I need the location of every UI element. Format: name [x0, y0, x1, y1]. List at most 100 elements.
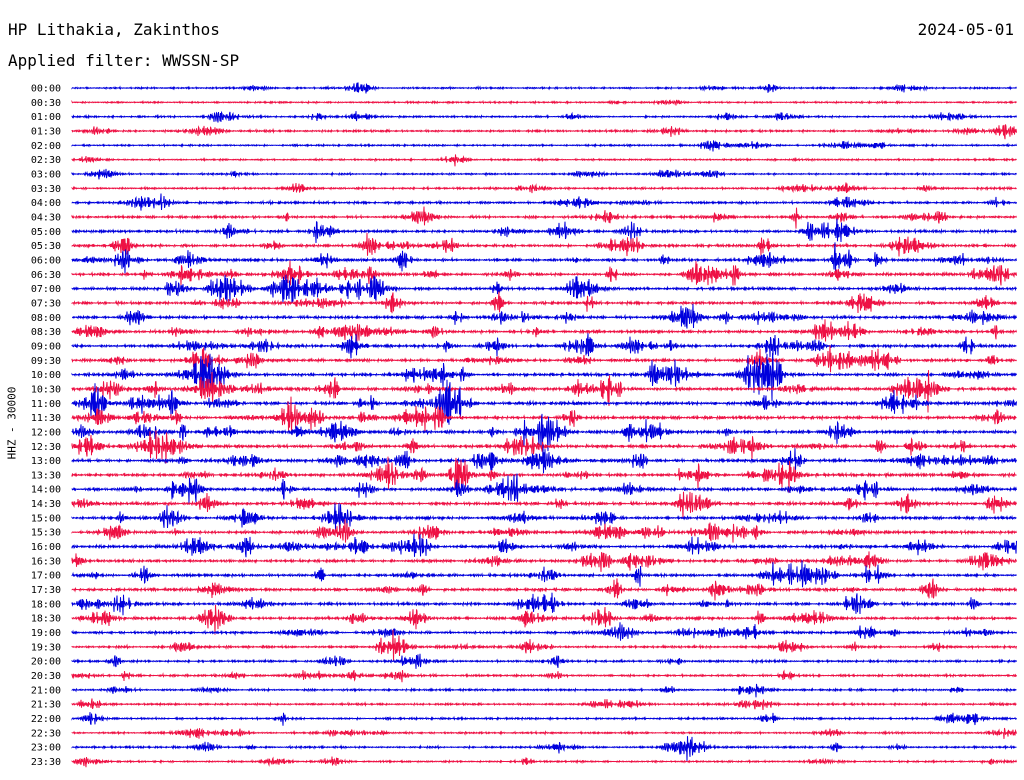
tick-label: 03:00	[31, 169, 61, 180]
trace-line	[71, 168, 1017, 180]
trace-line	[71, 698, 1017, 711]
trace-line	[71, 379, 1017, 425]
tick-label: 20:30	[31, 671, 61, 682]
station-title: HP Lithakia, Zakinthos	[8, 20, 220, 39]
trace-line	[71, 736, 1017, 762]
tick-label: 12:00	[31, 427, 61, 438]
tick-label: 08:30	[31, 327, 61, 338]
trace-line	[71, 727, 1017, 739]
tick-label: 22:30	[31, 728, 61, 739]
tick-label: 11:30	[31, 413, 61, 424]
tick-label: 00:00	[31, 84, 61, 95]
trace-line	[71, 629, 1017, 661]
trace-line	[71, 218, 1017, 244]
tick-label: 21:00	[31, 685, 61, 696]
tick-label: 03:30	[31, 184, 61, 195]
trace-line	[71, 533, 1017, 558]
trace-line	[71, 653, 1017, 669]
trace-line	[71, 193, 1017, 211]
tick-label: 17:30	[31, 585, 61, 596]
trace-line	[71, 578, 1017, 601]
trace-line	[71, 712, 1017, 726]
tick-label: 17:00	[31, 571, 61, 582]
tick-label: 01:00	[31, 112, 61, 123]
trace-line	[71, 242, 1017, 275]
tick-label: 18:00	[31, 599, 61, 610]
tick-label: 12:30	[31, 442, 61, 453]
trace-line	[71, 592, 1017, 616]
trace-line	[71, 82, 1017, 94]
trace-line	[71, 560, 1017, 588]
trace-line	[71, 491, 1017, 519]
trace-line	[71, 604, 1017, 635]
trace-line	[71, 345, 1017, 377]
trace-line	[71, 456, 1017, 493]
trace-line	[71, 551, 1017, 572]
tick-label: 19:30	[31, 642, 61, 653]
tick-label: 06:30	[31, 270, 61, 281]
trace-line	[71, 353, 1017, 402]
tick-label: 18:30	[31, 614, 61, 625]
tick-label: 16:00	[31, 542, 61, 553]
tick-label: 21:30	[31, 700, 61, 711]
trace-line	[71, 182, 1017, 194]
trace-line	[71, 669, 1017, 683]
tick-label: 14:00	[31, 485, 61, 496]
tick-label: 06:00	[31, 255, 61, 266]
trace-line	[71, 430, 1017, 464]
trace-line	[71, 124, 1017, 140]
trace-line	[71, 319, 1017, 342]
tick-label: 23:00	[31, 743, 61, 754]
tick-label: 19:00	[31, 628, 61, 639]
tick-label: 16:30	[31, 556, 61, 567]
tick-label: 05:30	[31, 241, 61, 252]
trace-line	[71, 413, 1017, 452]
trace-line	[71, 519, 1017, 543]
tick-label: 13:00	[31, 456, 61, 467]
trace-line	[71, 140, 1017, 152]
trace-line	[71, 473, 1017, 504]
trace-line	[71, 683, 1017, 698]
tick-label: 14:30	[31, 499, 61, 510]
trace-line	[71, 232, 1017, 257]
tick-label: 10:00	[31, 370, 61, 381]
tick-label: 00:30	[31, 98, 61, 109]
tick-label: 11:00	[31, 399, 61, 410]
trace-line	[71, 99, 1017, 106]
trace-line	[71, 444, 1017, 474]
tick-label: 08:00	[31, 313, 61, 324]
trace-line	[71, 622, 1017, 641]
tick-label: 04:30	[31, 212, 61, 223]
trace-line	[71, 260, 1017, 286]
trace-line	[71, 274, 1017, 304]
trace-line	[71, 756, 1017, 768]
tick-label: 15:00	[31, 513, 61, 524]
trace-line	[71, 503, 1017, 535]
tick-label: 07:30	[31, 298, 61, 309]
filter-label: Applied filter: WWSSN-SP	[8, 51, 240, 70]
tick-label: 23:30	[31, 757, 61, 768]
tick-label: 09:00	[31, 341, 61, 352]
trace-line	[71, 333, 1017, 359]
tick-label: 04:00	[31, 198, 61, 209]
trace-line	[71, 206, 1017, 229]
tick-label: 10:30	[31, 384, 61, 395]
tick-label: 15:30	[31, 528, 61, 539]
trace-line	[71, 291, 1017, 314]
date-label: 2024-05-01	[917, 20, 1014, 39]
tick-label: 01:30	[31, 126, 61, 137]
trace-line	[71, 110, 1017, 123]
tick-label: 20:00	[31, 657, 61, 668]
trace-line	[71, 370, 1017, 413]
trace-line	[72, 303, 1017, 329]
tick-label: 07:00	[31, 284, 61, 295]
tick-label: 02:30	[31, 155, 61, 166]
tick-label: 13:30	[31, 470, 61, 481]
trace-line	[71, 396, 1017, 435]
trace-line	[71, 154, 1017, 167]
tick-label: 05:00	[31, 227, 61, 238]
tick-label: 09:30	[31, 356, 61, 367]
tick-label: 22:00	[31, 714, 61, 725]
tick-label: 02:00	[31, 141, 61, 152]
